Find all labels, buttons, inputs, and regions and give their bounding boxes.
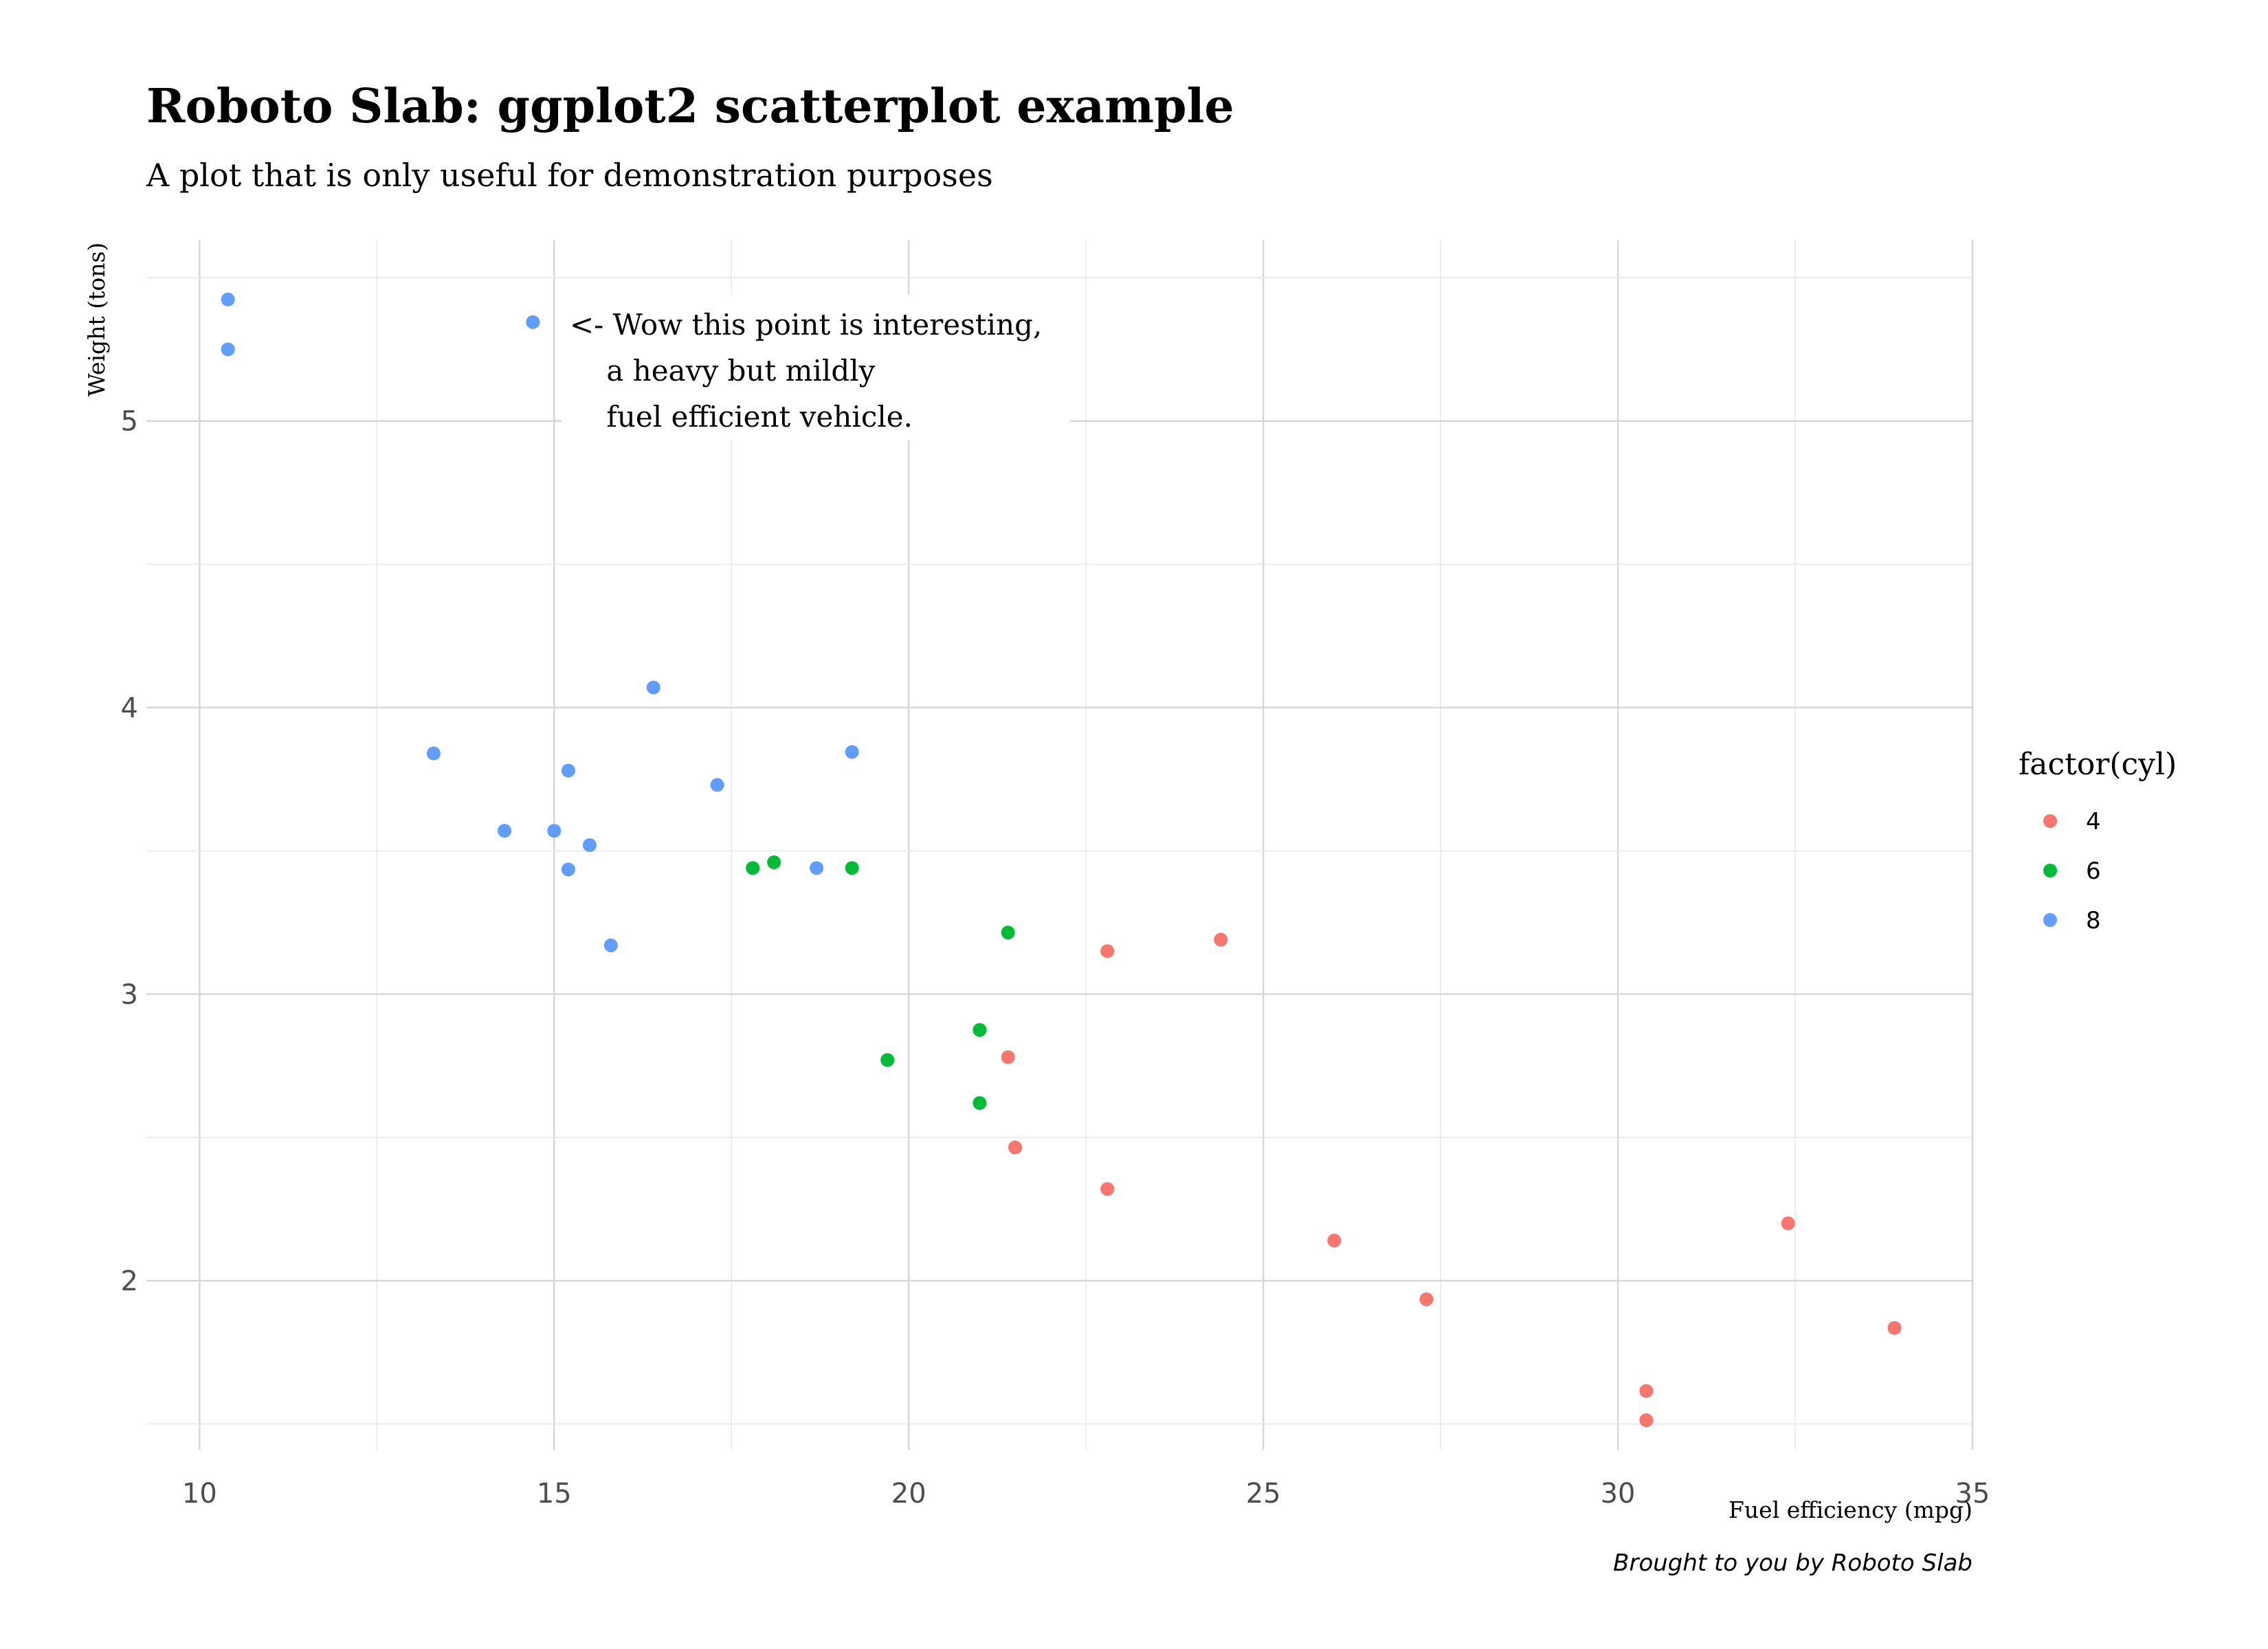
data-point bbox=[972, 1096, 987, 1110]
data-point bbox=[561, 862, 575, 877]
data-point bbox=[603, 938, 618, 952]
data-point bbox=[646, 680, 660, 695]
data-point bbox=[1100, 944, 1115, 958]
annotation-text-line: a heavy but mildly bbox=[570, 354, 876, 388]
annotation-text-line: fuel efficient vehicle. bbox=[570, 400, 913, 434]
data-point bbox=[1001, 1050, 1015, 1064]
data-point bbox=[221, 292, 235, 306]
annotation: <- Wow this point is interesting, a heav… bbox=[561, 294, 1070, 440]
legend-title: factor(cyl) bbox=[2019, 747, 2177, 782]
data-point bbox=[972, 1023, 987, 1037]
data-point bbox=[1001, 926, 1015, 940]
data-point bbox=[1639, 1384, 1654, 1398]
y-tick-label: 4 bbox=[121, 693, 138, 724]
legend-key bbox=[2043, 864, 2057, 877]
data-point bbox=[1008, 1141, 1023, 1154]
legend-key bbox=[2043, 913, 2057, 927]
data-point bbox=[221, 342, 235, 357]
x-tick-label: 10 bbox=[182, 1478, 217, 1510]
data-point bbox=[845, 745, 859, 759]
annotation-label-background bbox=[561, 294, 1070, 440]
data-point bbox=[498, 824, 512, 838]
chart-caption: Brought to you by Roboto Slab bbox=[1613, 1549, 1972, 1577]
data-point bbox=[582, 838, 597, 852]
series-cyl-4 bbox=[1001, 932, 1902, 1428]
x-tick-label: 15 bbox=[537, 1478, 572, 1510]
y-axis-title: Weight (tons) bbox=[83, 243, 110, 397]
legend-label: 8 bbox=[2086, 907, 2101, 934]
data-point bbox=[1887, 1321, 1902, 1335]
series-cyl-6 bbox=[746, 855, 1015, 1110]
data-point bbox=[1419, 1292, 1434, 1307]
legend-label: 4 bbox=[2086, 808, 2101, 835]
grid bbox=[146, 240, 1974, 1450]
x-tick-label: 35 bbox=[1955, 1478, 1990, 1510]
series-cyl-8 bbox=[221, 292, 859, 952]
data-point bbox=[1214, 932, 1228, 947]
chart-title: Roboto Slab: ggplot2 scatterplot example bbox=[146, 79, 1234, 134]
x-tick-label: 30 bbox=[1601, 1478, 1636, 1510]
data-point bbox=[767, 855, 781, 870]
y-tick-label: 2 bbox=[121, 1266, 138, 1297]
data-point bbox=[1100, 1182, 1115, 1196]
x-axis-title: Fuel efficiency (mpg) bbox=[1728, 1496, 1972, 1523]
data-point bbox=[426, 746, 441, 761]
chart-subtitle: A plot that is only useful for demonstra… bbox=[146, 157, 993, 194]
data-point bbox=[810, 861, 824, 875]
x-tick-label: 25 bbox=[1246, 1478, 1281, 1510]
data-point bbox=[1639, 1413, 1654, 1428]
data-point bbox=[845, 861, 859, 875]
data-point bbox=[526, 315, 540, 329]
y-tick-label: 5 bbox=[121, 406, 138, 438]
legend-key bbox=[2043, 814, 2057, 828]
tick-labels: 10 15 20 25 30 35 2 3 4 5 bbox=[121, 406, 1990, 1510]
data-point bbox=[880, 1053, 895, 1067]
data-point bbox=[547, 824, 562, 838]
data-point bbox=[746, 861, 760, 875]
data-point bbox=[710, 778, 724, 792]
data-points bbox=[221, 292, 1902, 1428]
x-tick-label: 20 bbox=[891, 1478, 926, 1510]
legend: factor(cyl) 4 6 8 bbox=[2019, 747, 2177, 934]
data-point bbox=[1781, 1216, 1795, 1231]
data-point bbox=[561, 763, 575, 778]
data-point bbox=[1327, 1233, 1342, 1248]
annotation-text-line: <- Wow this point is interesting, bbox=[570, 308, 1042, 341]
y-tick-label: 3 bbox=[121, 979, 138, 1011]
legend-label: 6 bbox=[2086, 857, 2101, 885]
